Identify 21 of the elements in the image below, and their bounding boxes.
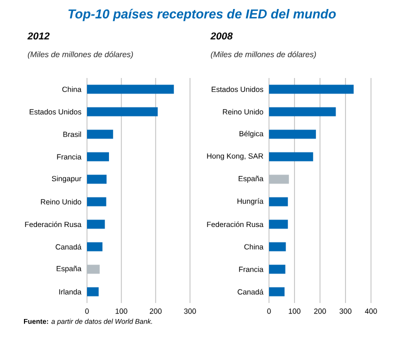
bar bbox=[269, 197, 288, 206]
bar bbox=[87, 287, 99, 296]
bar bbox=[87, 152, 109, 162]
bar bbox=[87, 130, 114, 139]
bar bbox=[269, 264, 286, 274]
bar bbox=[87, 174, 107, 184]
bar bbox=[269, 130, 316, 139]
chart-title: Top-10 países receptores de IED del mundo bbox=[68, 8, 336, 22]
bar bbox=[269, 242, 286, 252]
chart-subtitle: 2008 bbox=[210, 32, 233, 40]
bar bbox=[87, 220, 105, 229]
bar bbox=[269, 107, 336, 116]
bar bbox=[87, 197, 106, 206]
bar bbox=[269, 152, 314, 162]
bar bbox=[269, 287, 285, 296]
bar bbox=[269, 84, 354, 94]
chart-subtitle: 2012 bbox=[27, 32, 50, 40]
bar bbox=[87, 242, 102, 252]
bar bbox=[269, 220, 288, 229]
bar bbox=[87, 84, 174, 94]
bar bbox=[87, 107, 158, 116]
